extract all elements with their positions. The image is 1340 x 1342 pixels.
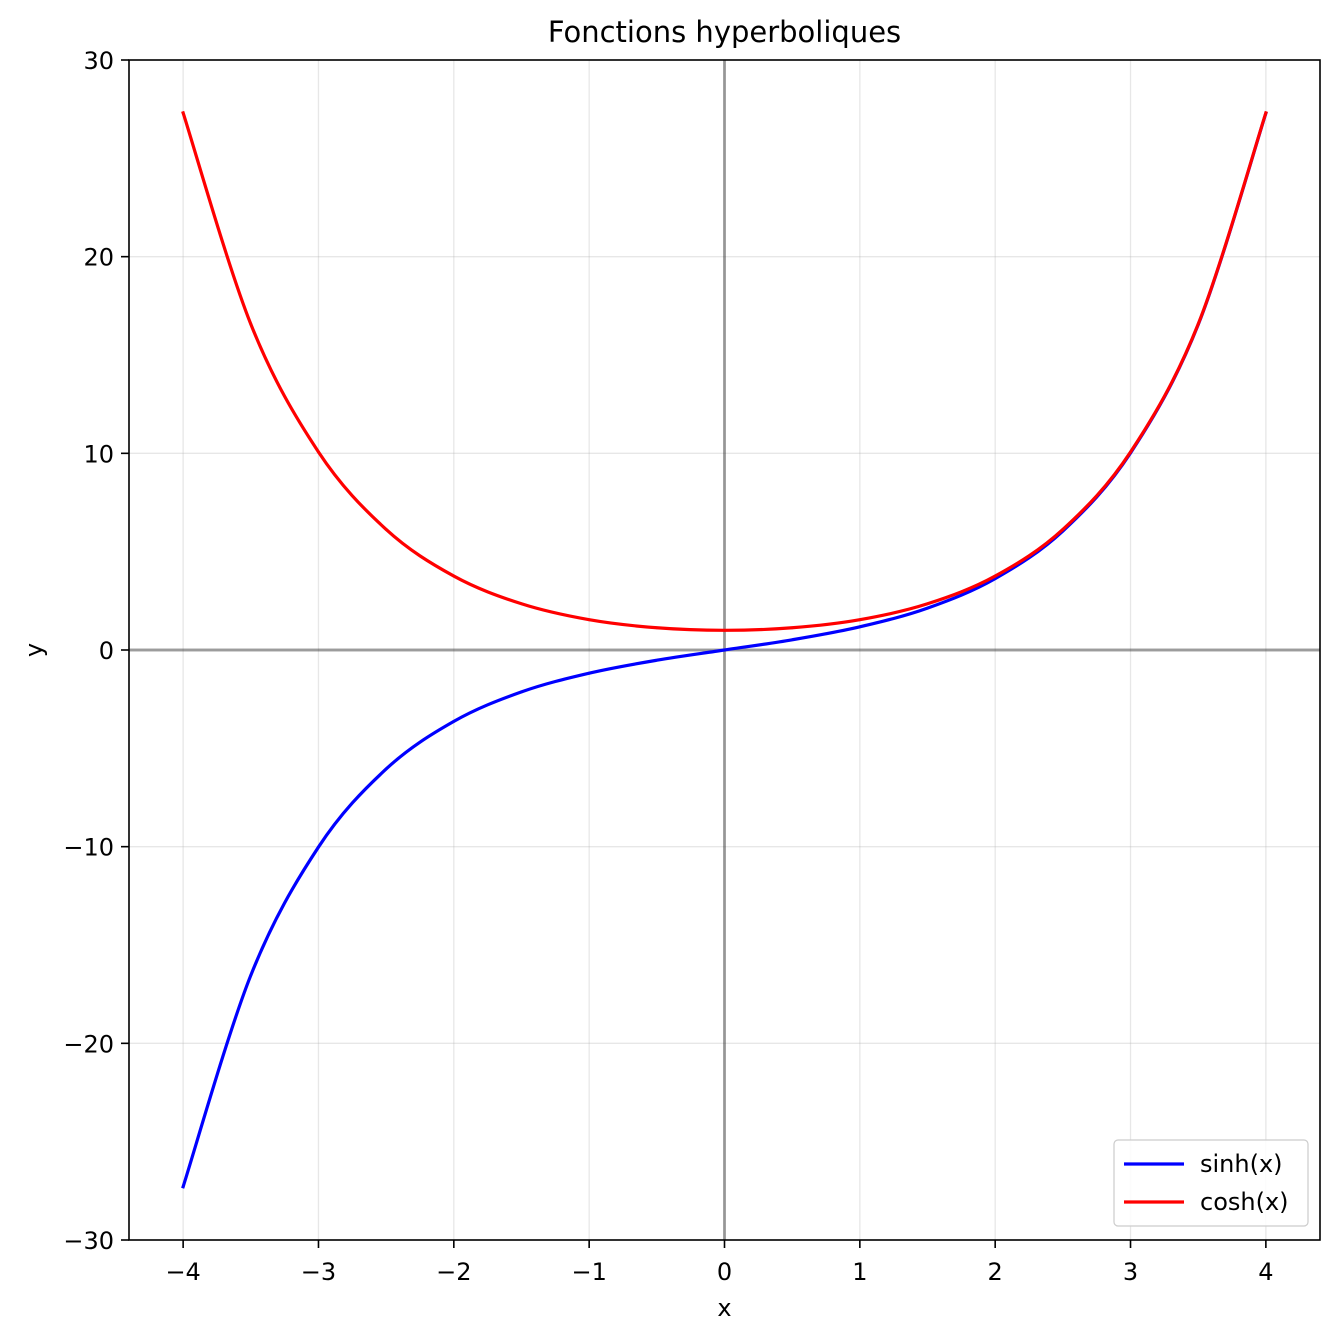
- series-point-cosh-x: [926, 602, 929, 606]
- series-point-cosh-x: [858, 618, 862, 622]
- series-point-sinh-x: [926, 606, 929, 610]
- series-point-cosh-x: [317, 450, 320, 454]
- series-point-cosh-x: [1129, 450, 1132, 454]
- legend-label-sinh-x: sinh(x): [1200, 1150, 1283, 1178]
- series-point-cosh-x: [1264, 111, 1268, 115]
- series-point-cosh-x: [993, 574, 997, 578]
- series-layer: [181, 110, 1268, 1189]
- series-point-sinh-x: [384, 767, 388, 771]
- series-point-cosh-x: [790, 626, 794, 630]
- series-point-sinh-x: [249, 973, 253, 977]
- y-tick-label: −10: [63, 834, 114, 862]
- series-point-sinh-x: [587, 671, 591, 675]
- x-axis-label: x: [717, 1294, 731, 1322]
- x-tick-label: −4: [165, 1258, 200, 1286]
- series-point-sinh-x: [181, 1185, 185, 1189]
- legend: sinh(x) cosh(x): [1113, 1139, 1309, 1227]
- y-tick-label: 30: [83, 47, 114, 75]
- y-axis-label: y: [20, 643, 48, 657]
- x-tick-label: 3: [1123, 1258, 1138, 1286]
- chart-title: Fonctions hyperboliques: [548, 15, 901, 49]
- x-tick-label: 1: [852, 1258, 867, 1286]
- series-point-cosh-x: [520, 602, 523, 606]
- x-tick-label: 2: [988, 1258, 1003, 1286]
- series-point-cosh-x: [587, 618, 591, 622]
- series-point-sinh-x: [520, 690, 523, 694]
- y-tick-label: 0: [99, 637, 114, 665]
- legend-box: [1113, 1139, 1309, 1227]
- x-tick-label: −2: [436, 1258, 471, 1286]
- series-point-cosh-x: [1061, 528, 1065, 531]
- x-tick-label: −3: [301, 1258, 336, 1286]
- series-point-cosh-x: [181, 111, 185, 115]
- series-point-sinh-x: [790, 638, 794, 642]
- legend-items: sinh(x) cosh(x): [1124, 1150, 1289, 1216]
- x-tick-label: 4: [1258, 1258, 1273, 1286]
- series-point-sinh-x: [655, 658, 659, 662]
- series-point-cosh-x: [1196, 322, 1200, 326]
- y-tick-label: 20: [83, 244, 114, 272]
- series-point-cosh-x: [384, 528, 388, 531]
- series-point-cosh-x: [655, 626, 659, 630]
- series-point-cosh-x: [249, 322, 253, 326]
- legend-label-cosh-x: cosh(x): [1200, 1188, 1289, 1216]
- y-tick-label: −30: [63, 1227, 114, 1255]
- x-tick-label: −1: [571, 1258, 606, 1286]
- series-point-cosh-x: [723, 628, 726, 632]
- series-point-sinh-x: [452, 719, 456, 723]
- x-tick-label: 0: [717, 1258, 732, 1286]
- series-point-sinh-x: [317, 845, 320, 849]
- y-tick-label: 10: [83, 440, 114, 468]
- y-tick-label: −20: [63, 1030, 114, 1058]
- series-point-sinh-x: [723, 648, 726, 652]
- series-point-cosh-x: [452, 574, 456, 578]
- series-point-sinh-x: [858, 625, 862, 629]
